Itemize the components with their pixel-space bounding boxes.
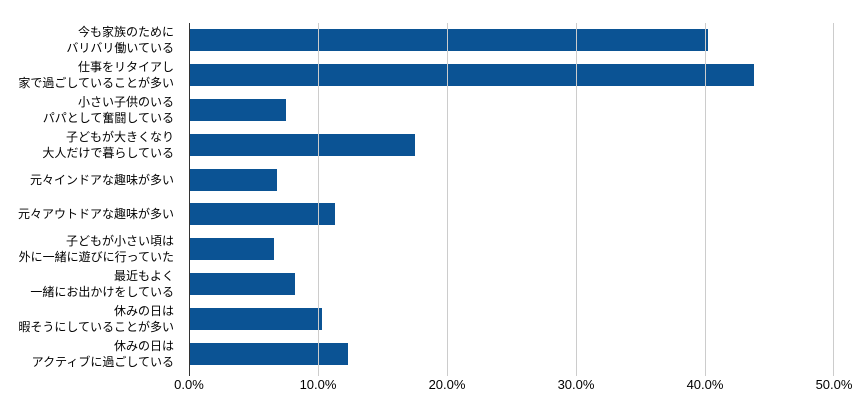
bar-row (189, 127, 834, 162)
category-label: 小さい子供のいる パパとして奮闘している (42, 94, 174, 125)
gridline (833, 23, 834, 376)
category-label: 仕事をリタイアし 家で過ごしていることが多い (18, 60, 174, 91)
x-tick-label: 50.0% (815, 377, 853, 392)
x-tick-label: 30.0% (557, 377, 595, 392)
category-label: 子どもが大きくなり 大人だけで暮らしている (42, 129, 174, 160)
bar[interactable] (189, 307, 322, 330)
category-label: 元々インドアな趣味が多い (29, 172, 174, 187)
bar-rows (189, 23, 834, 371)
bar-row (189, 301, 834, 336)
bar[interactable] (189, 29, 708, 52)
category-label: 今も家族のために バリバリ働いている (66, 25, 174, 56)
gridline (447, 23, 448, 376)
category-label: 元々アウトドアな趣味が多い (17, 207, 174, 222)
gridline (705, 23, 706, 376)
category-axis: 今も家族のために バリバリ働いている仕事をリタイアし 家で過ごしていることが多い… (0, 23, 181, 371)
category-label: 最近もよく 一緒にお出かけをしている (30, 268, 174, 299)
bar[interactable] (189, 203, 335, 226)
category-label: 休みの日は アクティブに過ごしている (31, 338, 174, 369)
bar-row (189, 23, 834, 58)
bar-row (189, 267, 834, 302)
bar-row (189, 232, 834, 267)
y-axis-line (189, 23, 190, 376)
category-label: 子どもが小さい頃は 外に一緒に遊びに行っていた (18, 234, 174, 265)
bar[interactable] (189, 133, 415, 156)
plot-area (189, 23, 834, 376)
category-label: 休みの日は 暇そうにしていることが多い (18, 303, 174, 334)
bar-row (189, 93, 834, 128)
x-axis: 0.0% 10.0% 20.0% 30.0% 40.0% 50.0% (174, 377, 852, 395)
gridline (576, 23, 577, 376)
bar[interactable] (189, 64, 755, 87)
bar-row (189, 58, 834, 93)
x-tick-label: 10.0% (299, 377, 337, 392)
x-tick-label: 20.0% (428, 377, 466, 392)
bar[interactable] (189, 168, 277, 191)
bar-row (189, 162, 834, 197)
bar[interactable] (189, 98, 286, 121)
bar[interactable] (189, 238, 275, 261)
bar[interactable] (189, 342, 348, 365)
x-tick-label: 40.0% (686, 377, 724, 392)
bar-row (189, 336, 834, 371)
x-tick-label: 0.0% (174, 377, 204, 392)
bar-row (189, 197, 834, 232)
bar[interactable] (189, 272, 295, 295)
gridline (318, 23, 319, 376)
